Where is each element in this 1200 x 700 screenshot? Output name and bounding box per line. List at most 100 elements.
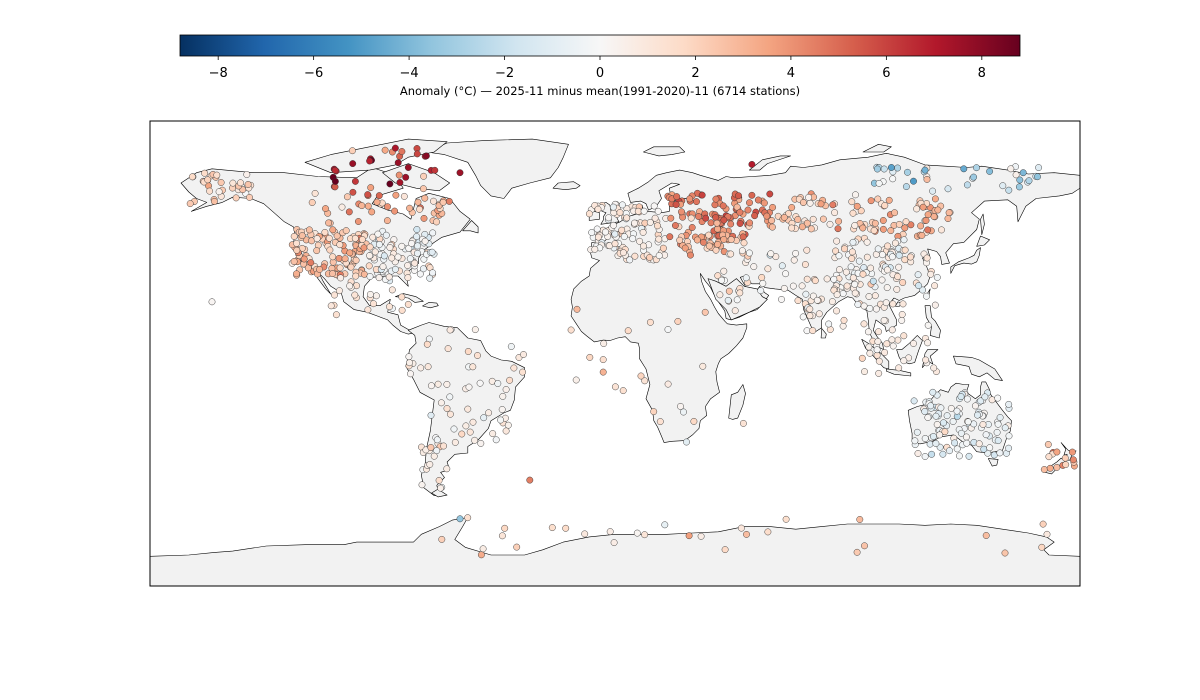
station-marker [870,227,878,234]
station-marker [672,201,680,209]
station-marker [807,225,815,233]
land-severnaya-zemlya [862,144,892,153]
station-marker [931,282,939,290]
station-marker [388,286,396,294]
station-marker [894,336,902,344]
station-marker [833,307,840,315]
station-marker [348,147,356,155]
station-marker [352,272,360,280]
station-marker [1007,165,1015,173]
station-marker [971,402,979,410]
station-marker [714,272,722,280]
station-marker [924,339,932,347]
station-marker [641,531,649,539]
station-marker [358,202,366,210]
station-marker [1012,171,1020,179]
station-marker [414,249,421,257]
land-antarctica [150,517,1080,586]
station-marker [763,212,771,220]
station-marker [464,514,472,522]
station-marker [963,439,971,447]
station-marker [923,175,931,183]
station-marker [911,437,919,445]
station-marker [919,286,927,294]
station-marker [849,238,857,246]
station-marker [731,307,739,315]
station-marker [497,416,505,424]
station-marker [620,233,628,241]
station-marker [666,233,674,241]
station-marker [437,399,445,407]
station-marker [874,195,882,203]
station-marker [901,256,909,264]
station-marker [351,291,359,299]
station-marker [477,551,485,559]
station-marker [405,353,413,361]
station-marker [1019,169,1027,177]
station-marker [1005,400,1013,408]
station-marker [313,247,321,255]
station-marker [924,226,932,234]
station-marker [217,179,225,186]
station-marker [979,421,987,428]
station-marker [680,408,687,416]
station-marker [861,368,868,376]
station-marker [739,419,747,427]
station-marker [331,166,339,174]
colorbar-gradient [179,34,1021,57]
station-marker [901,224,909,232]
station-marker [388,254,396,262]
station-marker [673,193,681,201]
station-marker [646,218,654,226]
station-marker [930,364,938,372]
station-marker [489,430,497,438]
colorbar-tick-label: 0 [596,66,604,81]
station-marker [444,345,452,353]
station-marker [394,253,402,261]
station-marker [698,191,706,199]
station-marker [687,214,695,222]
station-marker [443,380,451,388]
station-marker [849,209,857,217]
station-marker [855,257,863,265]
station-marker [817,200,825,208]
station-marker [882,299,890,307]
station-marker [714,240,722,248]
land-arctic-islands [304,138,448,173]
station-marker [957,429,965,437]
station-marker [910,177,917,185]
station-marker [650,202,658,210]
station-marker [939,450,947,458]
station-marker [736,208,744,216]
station-markers [186,144,1078,559]
station-marker [1015,183,1023,191]
station-marker [631,252,639,260]
station-marker [974,411,981,419]
station-marker [693,198,700,206]
station-marker [945,209,953,217]
station-marker [848,255,856,263]
station-marker [803,275,811,283]
station-marker [900,236,908,244]
station-marker [610,221,617,229]
station-marker [206,187,214,195]
station-marker [420,214,428,222]
station-marker [871,292,879,300]
station-marker [899,279,907,286]
station-marker [748,160,756,168]
station-marker [333,232,341,240]
station-marker [949,418,957,425]
station-marker [806,305,814,313]
land-tasmania [987,458,999,467]
colorbar-label: Anomaly (°C) — 2025-11 minus mean(1991-2… [400,84,800,98]
colorbar-tick-label: 4 [787,66,795,81]
station-marker [414,198,422,206]
station-marker [803,219,811,227]
station-marker [834,225,842,233]
station-marker [867,197,875,205]
station-marker [806,312,814,320]
station-marker [364,191,372,199]
station-marker [421,194,429,202]
station-marker [932,412,940,420]
station-marker [955,452,963,460]
